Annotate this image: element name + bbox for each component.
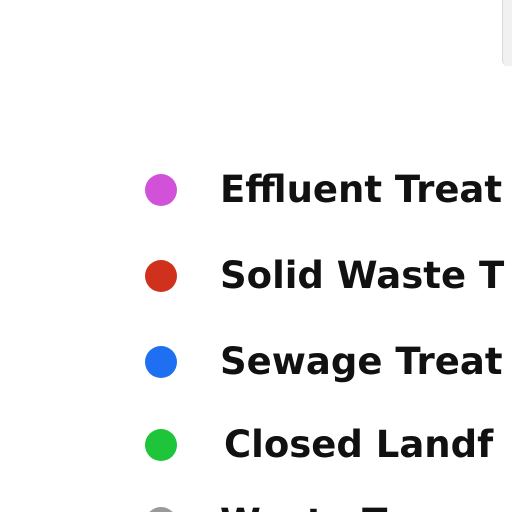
legend-item-closed-landfill: Closed Landf bbox=[0, 420, 512, 470]
legend-label: Waste Tr bbox=[220, 503, 402, 512]
legend-label: Sewage Treat bbox=[220, 340, 503, 383]
legend-label: Solid Waste T bbox=[220, 254, 505, 297]
legend-marker-dot-icon bbox=[145, 429, 177, 461]
legend-item-solid-waste: Solid Waste T bbox=[0, 251, 512, 301]
legend-marker-dot-icon bbox=[145, 507, 177, 512]
legend-marker-dot-icon bbox=[145, 346, 177, 378]
legend-marker-dot-icon bbox=[145, 260, 177, 292]
legend-label: Effluent Treat bbox=[220, 168, 503, 211]
legend-item-sewage-treatment: Sewage Treat bbox=[0, 337, 512, 387]
legend-marker-dot-icon bbox=[145, 174, 177, 206]
legend-item-waste-transfer: Waste Tr bbox=[0, 498, 512, 512]
legend-label: Closed Landf bbox=[224, 423, 494, 466]
legend-item-effluent-treatment: Effluent Treat bbox=[0, 165, 512, 215]
map-edge-fragment bbox=[502, 0, 512, 66]
